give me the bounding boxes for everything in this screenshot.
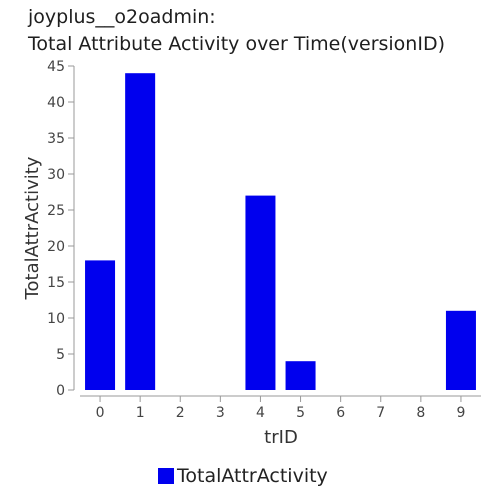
y-tick-label: 5 xyxy=(56,347,65,363)
bar-0 xyxy=(85,260,116,390)
bar-5 xyxy=(285,361,316,390)
chart-title-line-1: joyplus__o2oadmin: xyxy=(28,6,216,28)
x-tick-label: 5 xyxy=(296,405,305,421)
y-tick-label: 15 xyxy=(47,275,65,291)
y-tick-label: 40 xyxy=(47,95,65,111)
y-axis: 0 5 10 15 20 25 30 35 40 45 xyxy=(47,59,75,399)
legend-label: TotalAttrActivity xyxy=(177,465,328,487)
y-tick-label: 25 xyxy=(47,203,65,219)
x-tick-label: 9 xyxy=(456,405,465,421)
y-tick-label: 0 xyxy=(56,383,65,399)
x-tick-label: 7 xyxy=(376,405,385,421)
y-tick-label: 10 xyxy=(47,311,65,327)
bar-9 xyxy=(445,310,476,390)
x-axis: 0 1 2 3 4 5 6 7 8 9 xyxy=(80,395,481,421)
x-tick-label: 3 xyxy=(216,405,225,421)
y-tick-label: 35 xyxy=(47,131,65,147)
chart-title-line-2: Total Attribute Activity over Time(versi… xyxy=(28,33,445,55)
x-tick-label: 0 xyxy=(96,405,105,421)
x-axis-title: trID xyxy=(264,427,298,448)
legend: TotalAttrActivity xyxy=(158,465,328,487)
y-tick-label: 45 xyxy=(47,59,65,75)
bar-1 xyxy=(125,73,156,390)
y-axis-title: TotalAttrActivity xyxy=(22,156,43,300)
y-tick-label: 30 xyxy=(47,167,65,183)
x-tick-label: 2 xyxy=(176,405,185,421)
legend-swatch xyxy=(158,468,174,484)
x-tick-label: 8 xyxy=(416,405,425,421)
x-tick-label: 1 xyxy=(136,405,145,421)
bars xyxy=(85,73,476,390)
bar-4 xyxy=(245,195,276,390)
y-tick-label: 20 xyxy=(47,239,65,255)
x-tick-label: 4 xyxy=(256,405,265,421)
x-tick-label: 6 xyxy=(336,405,345,421)
